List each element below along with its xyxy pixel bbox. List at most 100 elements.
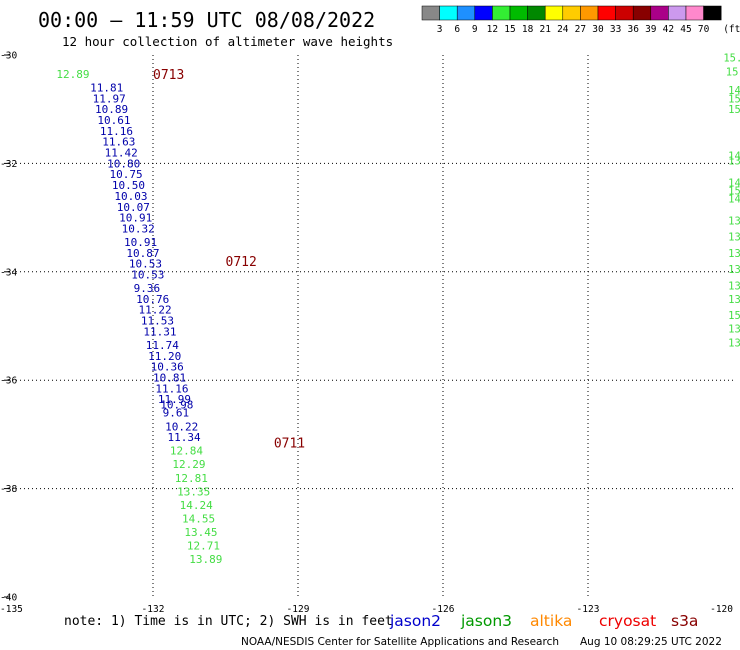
color-scale-label: 42 [663,24,674,35]
swh-value-label: 11.81 [90,82,123,95]
color-scale-label: 39 [645,24,657,35]
color-swatch [615,5,634,21]
swh-value-label: 12.81 [175,472,208,485]
color-swatch [509,5,528,21]
swh-value-label: 10.53 [129,258,162,271]
swh-value-label: 10.22 [165,420,198,433]
swh-value-label: 10.75 [110,168,143,181]
color-swatch [439,5,458,21]
x-tick-label: -135 [0,604,23,615]
swh-value-label: 11.99 [158,393,191,406]
chart-subtitle: 12 hour collection of altimeter wave hei… [62,34,393,49]
swh-value-label: 15.54 [723,53,740,65]
color-swatch [474,5,493,21]
swh-value-label: 11.63 [102,136,135,149]
swh-value-label: 10.53 [131,269,164,282]
color-scale-label: 33 [610,24,621,35]
swh-value-label: 13 [728,324,740,336]
swh-value-label: 10.50 [112,179,145,192]
swh-value-label: 10.76 [136,293,169,306]
swh-value-label: 13.89 [189,553,222,566]
plot-area: -135 -132 -129 -126 -123 -120 -30 -32 -34 -36 -38 -… [0,51,740,616]
swh-value-label: 12.89 [56,68,89,81]
color-scale-label: 12 [487,24,498,35]
swh-value-label: 15.28 [726,66,740,78]
swh-value-label: 14.8 [728,150,740,162]
swh-value-label: 15.17 [728,104,740,116]
swh-value-label: 13 [728,264,740,276]
y-tick-label: -40 [0,593,17,604]
swh-value-label: 14.30 [728,85,740,97]
swh-value-label: 14.5 [728,177,740,189]
swh-value-label: 10.81 [153,371,186,384]
swh-value-label: 11.22 [139,304,172,317]
swh-value-label: 11.74 [146,339,179,352]
swh-value-label: 12.84 [170,445,203,458]
swh-value-label: 13.45 [184,526,217,539]
footer-credit: NOAA/NESDIS Center for Satellite Applica… [241,636,559,648]
time-label: 0711 [274,437,305,452]
swh-value-label: 15 [728,310,740,322]
swh-value-label: 10.91 [119,212,152,225]
satellite-cryosat: cryosat [599,612,656,630]
swh-value-label: 11.20 [148,350,181,363]
color-swatch [668,5,687,21]
swh-value-label: 14.24 [180,499,213,512]
swh-value-label: 11.31 [143,325,176,338]
swh-value-label: 10.87 [126,247,159,260]
color-swatch [456,5,476,21]
x-tick-label: -120 [710,604,733,615]
time-label: 0713 [153,68,184,83]
swh-value-label: 12.29 [172,458,205,471]
swh-value-label: 11.16 [155,382,188,395]
swh-value-label: 10.07 [117,201,150,214]
grid-lines [8,55,733,597]
color-scale-unit: (ft) [723,24,740,35]
x-tick-label: -126 [432,604,455,615]
color-swatch [597,5,616,21]
color-scale-label: 45 [680,24,691,35]
swh-value-label: 10.89 [95,103,128,116]
color-scale-label: 70 [698,24,710,35]
color-scale-label: 27 [575,24,586,35]
swh-value-label: 9.61 [163,407,190,420]
wave-height-labels: 11.8111.9710.8910.6111.1611.6311.4210.80… [56,53,740,566]
y-tick-label: -32 [0,159,17,170]
color-scale-label: 18 [522,24,534,35]
swh-value-label: 10.36 [151,361,184,374]
swh-value-label: 11.16 [100,125,133,138]
color-swatch [632,5,652,21]
color-swatch [580,5,599,21]
swh-value-label: 14.55 [182,512,215,525]
satellite-jason3: jason3 [460,612,512,630]
y-tick-label: -36 [0,376,17,387]
swh-value-label: 11.97 [93,92,126,105]
swh-value-label: 10.98 [160,399,193,412]
swh-value-label: 10.03 [114,190,147,203]
satellite-legend: jason2 jason3 altika cryosat s3a [389,612,698,630]
swh-value-label: 13 [728,248,740,260]
color-swatch [544,5,564,21]
color-swatch [650,5,669,21]
color-swatch [421,5,440,21]
axis-ticks: -135 -132 -129 -126 -123 -120 -30 -32 -34 -36 -38 -… [0,51,733,616]
swh-value-label: 11.42 [105,147,138,160]
swh-value-label: 10.80 [107,157,140,170]
color-swatch [492,5,511,21]
satellite-altika: altika [530,612,572,630]
swh-value-label: 15.2 [728,186,740,198]
swh-value-label: 13.35 [177,485,210,498]
color-scale-label: 3 [437,24,443,35]
swh-value-label: 13 [728,280,740,292]
swh-value-label: 13 [728,294,740,306]
swh-value-label: 10.91 [124,236,157,249]
swh-value-label: 10.61 [97,114,130,127]
y-tick-label: -34 [0,267,17,278]
color-scale-label: 9 [472,24,478,35]
color-swatch [703,5,722,21]
time-label: 0712 [226,255,257,270]
color-swatch [562,5,581,21]
swh-value-label: 15.06 [728,93,740,105]
